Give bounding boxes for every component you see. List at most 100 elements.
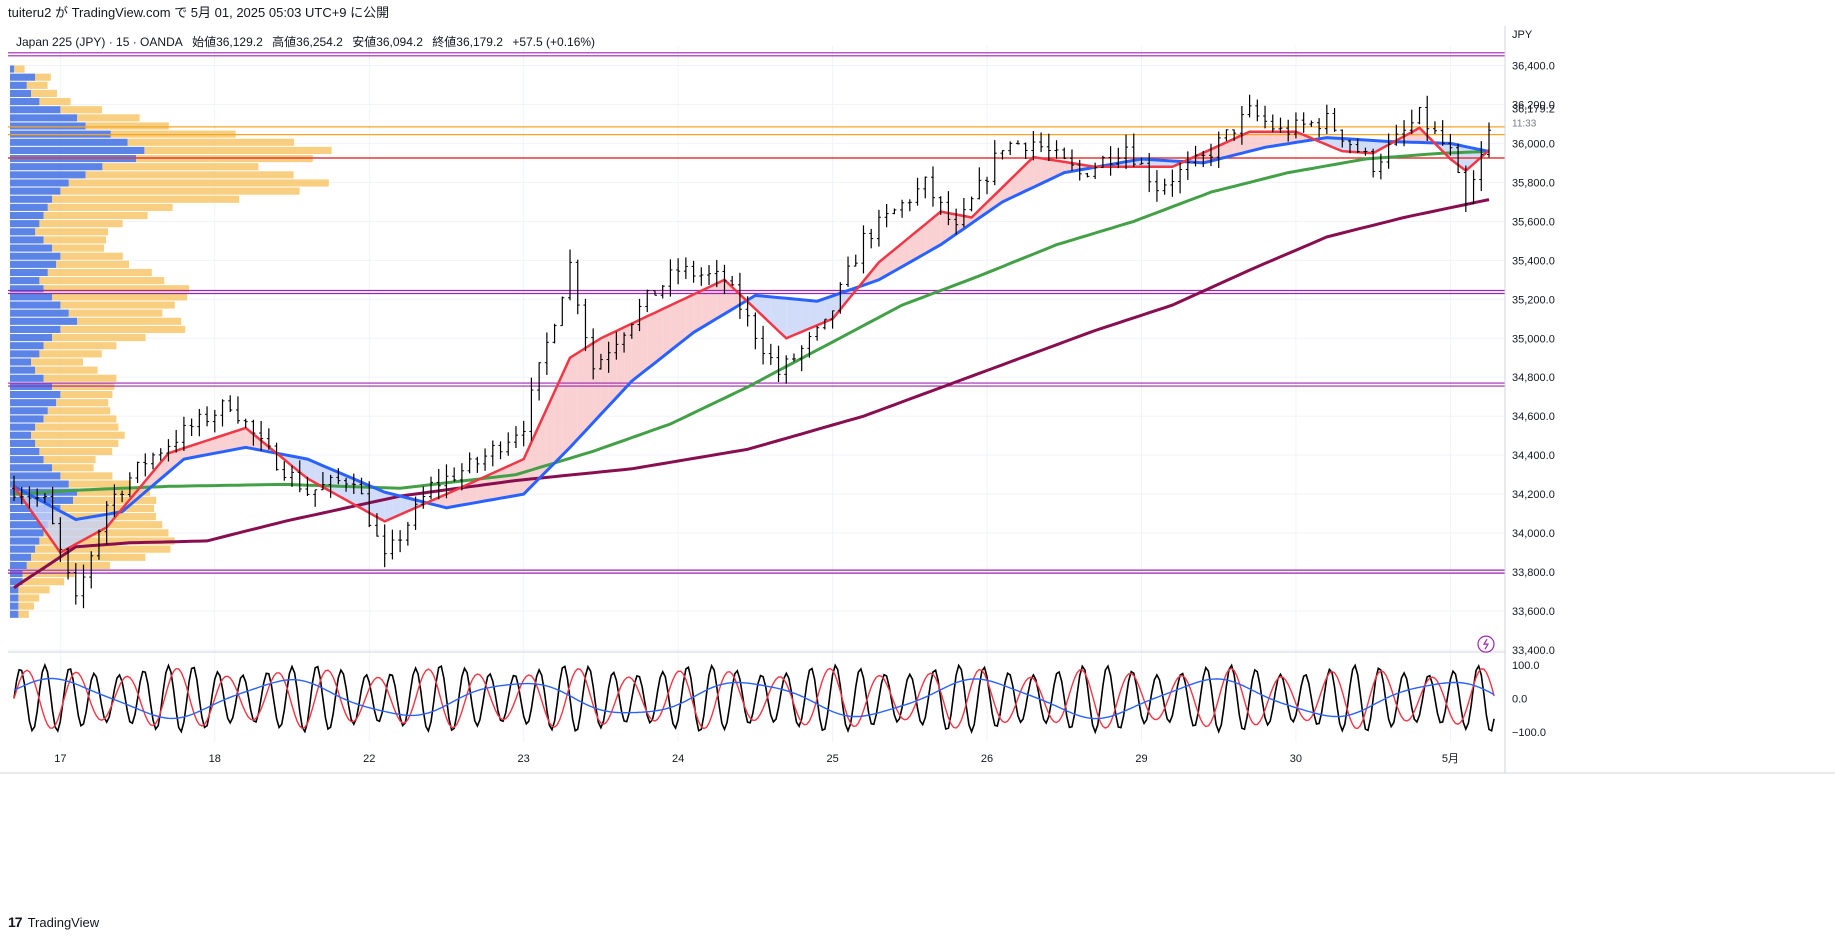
y-tick-label: 34,800.0 [1512,372,1555,384]
vp-bar-blue [10,366,36,374]
vp-bar-blue [10,537,40,545]
publish-text: tuiteru2 が TradingView.com で 5月 01, 2025… [8,5,390,20]
vp-bar-orange [35,228,109,236]
cloud-segment [1025,157,1034,191]
vp-bar-orange [68,309,163,317]
vp-bar-blue [10,309,69,317]
publish-header: tuiteru2 が TradingView.com で 5月 01, 2025… [0,0,1835,26]
vp-bar-orange [39,220,123,228]
cloud-segment [909,230,918,263]
cloud-segment [608,330,617,406]
vp-bar-orange [52,195,240,203]
cloud-segment [376,488,385,522]
vp-bar-blue [10,260,57,268]
cloud-segment [29,494,38,520]
cloud-segment [678,298,686,345]
vp-bar-blue [10,553,31,561]
cloud-segment [577,348,586,440]
vp-bar-blue [10,472,61,480]
cloud-segment [778,297,787,339]
cloud-segment [400,496,408,515]
vp-bar-blue [10,456,44,464]
vp-bar-orange [43,456,96,464]
vp-bar-orange [35,439,119,447]
osc-y-tick-label: −100.0 [1512,727,1546,739]
lightning-bolt-icon [1482,638,1490,650]
cloud-segment [1141,159,1150,167]
cloud-segment [1241,131,1250,154]
osc_black-line [13,662,1495,735]
vp-bar-orange [47,268,152,277]
cloud-segment [183,445,192,460]
cloud-segment [662,305,671,357]
vp-bar-blue [10,203,48,211]
change-value: +57.5 (+0.16%) [512,35,596,49]
vp-bar-orange [26,81,48,89]
open-value: 始値36,129.2 [192,35,263,49]
moving-averages [12,126,1490,589]
vp-bar-blue [10,334,52,342]
cloud-segment [392,494,401,518]
vp-bar-orange [18,594,40,602]
vp-bar-blue [10,439,36,447]
vp-bar-blue [10,317,78,325]
cloud-segment [1226,138,1235,158]
vp-bar-orange [56,399,109,407]
cloud-segment [222,432,231,452]
cloud-segment [917,224,926,258]
cloud-segment [685,294,694,339]
ma-clouds [14,127,1489,553]
vp-bar-blue [10,122,86,130]
symbol-label[interactable]: Japan 225 (JPY) · 15 · OANDA [16,35,183,49]
x-tick-label: 17 [54,753,66,765]
vp-bar-orange [60,390,113,399]
cloud-segment [253,434,262,451]
vp-bar-blue [10,586,19,594]
vp-bar-blue [10,114,78,122]
y-tick-label: 33,600.0 [1512,606,1555,618]
vp-bar-blue [10,374,44,382]
cloud-segment [786,298,794,339]
y-tick-label: 34,600.0 [1512,411,1555,423]
vp-bar-orange [47,407,111,415]
cloud-segment [75,518,84,545]
vp-bar-blue [10,415,44,423]
vp-bar-orange [39,277,165,285]
cloud-segment [647,312,655,369]
cloud-segment [616,327,625,398]
vp-bar-orange [68,480,132,488]
cloud-segment [554,374,563,463]
cloud-segment [477,476,486,503]
cloud-segment [817,298,825,326]
cloud-segment [60,511,69,553]
y-tick-label: 35,000.0 [1512,333,1555,345]
cloud-segment [1365,140,1374,154]
cloud-segment [1342,138,1350,152]
vp-bar-orange [60,106,102,114]
vp-bar-blue [10,146,145,154]
vp-bar-orange [43,236,106,244]
cloud-segment [932,211,941,250]
cloud-segment [886,249,895,276]
vp-bar-orange [127,138,294,146]
cloud-segment [1272,131,1281,147]
cloud-segment [315,462,323,488]
vp-bar-blue [10,602,19,610]
cloud-segment [562,357,571,456]
cloud-segment [1041,158,1049,184]
cloud-segment [1249,131,1258,152]
vp-bar-blue [10,464,52,472]
x-tick-label: 26 [981,753,993,765]
cloud-segment [894,243,903,272]
cloud-segment [199,440,208,457]
vp-bar-orange [52,464,94,472]
vp-bar-blue [10,431,31,439]
vp-bar-orange [35,423,119,431]
vp-bar-blue [10,358,31,366]
vp-bar-blue [10,195,52,203]
vp-bar-orange [56,260,130,268]
footer-brand[interactable]: 17 TradingView [8,914,99,930]
cloud-segment [91,515,99,536]
bar-countdown: 11:33 [1512,119,1537,130]
